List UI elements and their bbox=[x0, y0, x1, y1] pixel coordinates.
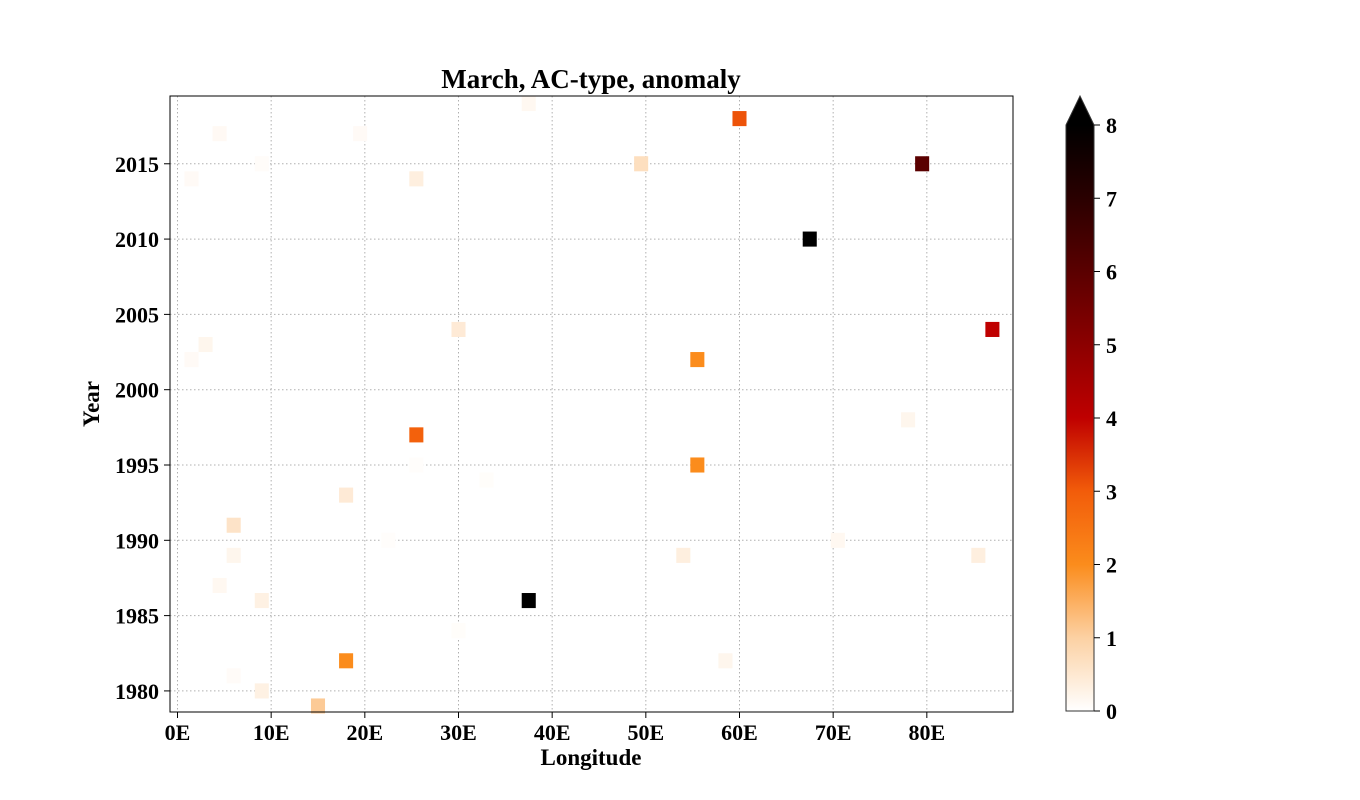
x-tick-label: 80E bbox=[908, 720, 945, 745]
y-tick-label: 1995 bbox=[115, 453, 159, 478]
x-tick-label: 40E bbox=[534, 720, 571, 745]
colorbar: 0 1 2 3 4 5 6 7 8 bbox=[1065, 94, 1117, 724]
x-tick-label: 50E bbox=[627, 720, 664, 745]
heatmap-cell bbox=[226, 517, 241, 533]
colorbar-tick-label: 8 bbox=[1106, 113, 1117, 138]
heatmap-cells bbox=[184, 96, 1000, 714]
heatmap-cell bbox=[353, 126, 368, 142]
colorbar-tick-label: 7 bbox=[1106, 186, 1117, 211]
heatmap-cell bbox=[254, 593, 269, 609]
heatmap-cell bbox=[732, 111, 747, 127]
heatmap-cell bbox=[676, 547, 691, 563]
y-tick-label: 2010 bbox=[115, 227, 159, 252]
heatmap-cell bbox=[901, 412, 916, 428]
y-axis-ticks: 1980 1985 1990 1995 2000 2005 2010 2015 bbox=[115, 152, 170, 704]
y-tick-label: 1985 bbox=[115, 604, 159, 629]
heatmap-cell bbox=[339, 487, 354, 503]
heatmap-cell bbox=[690, 352, 705, 368]
x-axis-label: Longitude bbox=[541, 745, 642, 770]
colorbar-gradient bbox=[1066, 125, 1094, 711]
heatmap-cell bbox=[915, 156, 930, 172]
x-tick-label: 60E bbox=[721, 720, 758, 745]
heatmap-cell bbox=[184, 352, 199, 368]
colorbar-tick-label: 1 bbox=[1106, 626, 1117, 651]
heatmap-cell bbox=[310, 698, 326, 714]
heatmap-cell bbox=[634, 156, 649, 172]
heatmap-cell bbox=[451, 623, 466, 639]
y-tick-label: 2015 bbox=[115, 152, 159, 177]
colorbar-tick-label: 6 bbox=[1106, 260, 1117, 285]
y-tick-label: 2000 bbox=[115, 378, 159, 403]
heatmap-cell bbox=[985, 321, 1000, 337]
x-tick-label: 70E bbox=[815, 720, 852, 745]
heatmap-cell bbox=[802, 231, 817, 247]
plot-frame bbox=[169, 95, 1014, 713]
heatmap-cell bbox=[254, 156, 269, 172]
heatmap-cell bbox=[409, 427, 424, 443]
x-tick-label: 10E bbox=[253, 720, 290, 745]
colorbar-tick-label: 3 bbox=[1106, 479, 1117, 504]
heatmap-cell bbox=[339, 653, 354, 669]
y-axis-label: Year bbox=[79, 381, 104, 427]
heatmap-cell bbox=[971, 547, 986, 563]
heatmap-cell bbox=[521, 96, 536, 112]
heatmap-cell bbox=[409, 457, 424, 473]
colorbar-tick-label: 0 bbox=[1106, 699, 1117, 724]
heatmap-cell bbox=[830, 532, 845, 548]
colorbar-tick-label: 2 bbox=[1106, 553, 1117, 578]
heatmap-cell bbox=[198, 336, 213, 353]
heatmap-cell bbox=[226, 668, 241, 684]
y-tick-label: 1990 bbox=[115, 528, 159, 553]
x-tick-label: 20E bbox=[346, 720, 383, 745]
colorbar-ticks: 0 1 2 3 4 5 6 7 8 bbox=[1094, 113, 1117, 724]
y-tick-label: 2005 bbox=[115, 302, 159, 327]
heatmap-cell bbox=[381, 532, 396, 548]
heatmap-cell bbox=[718, 653, 733, 669]
heatmap-cell bbox=[479, 472, 494, 488]
x-tick-label: 30E bbox=[440, 720, 477, 745]
heatmap-cell bbox=[409, 171, 424, 187]
heatmap-cell bbox=[521, 593, 536, 609]
colorbar-tick-label: 4 bbox=[1106, 406, 1117, 431]
y-tick-label: 1980 bbox=[115, 679, 159, 704]
grid-lines bbox=[170, 96, 1013, 712]
colorbar-tick-label: 5 bbox=[1106, 333, 1117, 358]
heatmap-cell bbox=[226, 547, 241, 563]
chart-title: March, AC-type, anomaly bbox=[441, 64, 741, 94]
x-tick-label: 0E bbox=[165, 720, 191, 745]
heatmap-cell bbox=[212, 577, 227, 594]
heatmap-cell bbox=[690, 457, 705, 473]
x-axis-ticks: 0E 10E 20E 30E 40E 50E 60E 70E 80E bbox=[165, 712, 945, 745]
colorbar-extend-arrow bbox=[1066, 96, 1094, 125]
heatmap-cell bbox=[212, 126, 227, 142]
heatmap-cell bbox=[254, 683, 269, 699]
heatmap-cell bbox=[184, 171, 199, 187]
heatmap-cell bbox=[451, 321, 466, 337]
